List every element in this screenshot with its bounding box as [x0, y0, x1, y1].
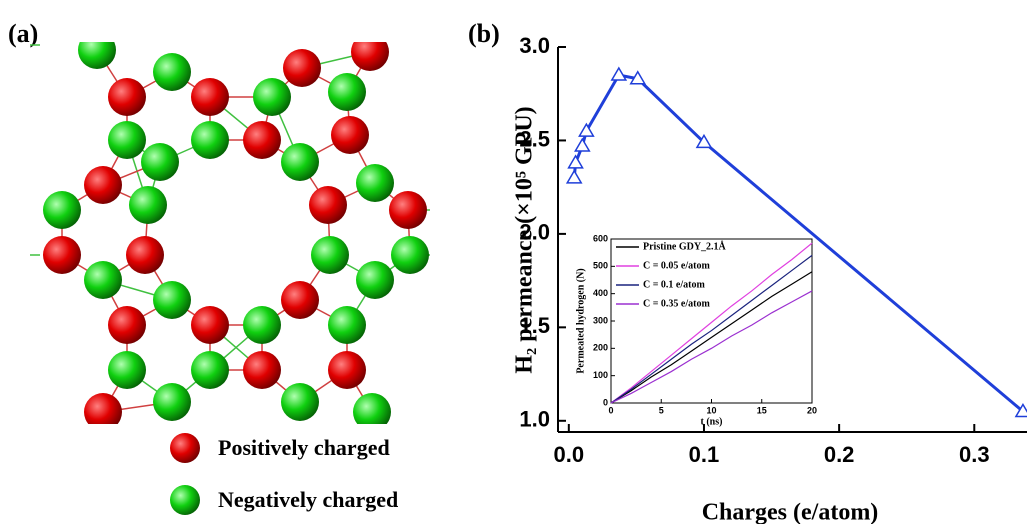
- panel-label: (a): [8, 19, 38, 48]
- marker: [575, 139, 589, 151]
- marker: [579, 124, 593, 136]
- x-axis-title: t (ns): [701, 416, 723, 427]
- y-tick-label: 0: [603, 397, 608, 407]
- atom: [126, 236, 164, 274]
- atom: [84, 166, 122, 204]
- inset-frame: [611, 239, 812, 403]
- atom: [281, 143, 319, 181]
- y-tick-label: 400: [593, 288, 608, 298]
- x-tick-label: 5: [659, 405, 664, 415]
- atom: [281, 383, 319, 421]
- atom: [351, 33, 389, 71]
- y-tick-label: 600: [593, 233, 608, 243]
- y-tick-label: 500: [593, 261, 608, 271]
- atom: [153, 53, 191, 91]
- atom: [43, 236, 81, 274]
- x-tick-label: 0.3: [959, 442, 990, 467]
- y-tick-label: 300: [593, 315, 608, 325]
- atom: [43, 191, 81, 229]
- atom: [108, 121, 146, 159]
- y-tick-label: 200: [593, 343, 608, 353]
- panel-label: (b): [468, 19, 500, 48]
- atom: [129, 186, 167, 224]
- atom: [78, 31, 116, 69]
- legend-label: Positively charged: [218, 435, 390, 460]
- atom: [311, 236, 349, 274]
- marker: [569, 156, 583, 168]
- x-tick-label: 15: [757, 405, 767, 415]
- x-tick-label: 20: [807, 405, 817, 415]
- x-tick-label: 10: [706, 405, 716, 415]
- atom: [281, 281, 319, 319]
- y-axis-title: Permeated hydrogen (N): [575, 268, 586, 373]
- atom: [108, 351, 146, 389]
- marker: [567, 171, 581, 183]
- legend-label: C = 0.1 e/atom: [643, 279, 705, 290]
- x-tick-label: 0.0: [554, 442, 585, 467]
- atom: [353, 393, 391, 431]
- atom: [108, 306, 146, 344]
- y-tick-label: 100: [593, 370, 608, 380]
- legend-label: C = 0.35 e/atom: [643, 298, 710, 309]
- atom: [331, 116, 369, 154]
- marker: [612, 68, 626, 80]
- atom: [389, 191, 427, 229]
- atom: [309, 186, 347, 224]
- atom: [243, 121, 281, 159]
- legend-sphere: [170, 485, 200, 515]
- lattice: [15, 30, 440, 431]
- atom: [191, 351, 229, 389]
- x-tick-label: 0: [608, 405, 613, 415]
- atom: [328, 351, 366, 389]
- atom: [328, 306, 366, 344]
- atom: [191, 121, 229, 159]
- x-tick-label: 0.1: [689, 442, 720, 467]
- legend-label: Negatively charged: [218, 487, 398, 512]
- y-tick-label: 1.0: [519, 407, 550, 432]
- x-axis-title: Charges (e/atom): [702, 500, 879, 524]
- x-tick-label: 0.2: [824, 442, 855, 467]
- atom: [141, 143, 179, 181]
- atom: [283, 49, 321, 87]
- atom: [153, 383, 191, 421]
- atom: [191, 78, 229, 116]
- atom: [243, 351, 281, 389]
- legend-sphere: [170, 433, 200, 463]
- atom: [191, 306, 229, 344]
- legend-label: Pristine GDY_2.1Å: [643, 240, 727, 252]
- y-tick-label: 3.0: [519, 33, 550, 58]
- atom: [84, 261, 122, 299]
- atom: [356, 164, 394, 202]
- atom: [391, 236, 429, 274]
- atom: [108, 78, 146, 116]
- atom: [243, 306, 281, 344]
- y-axis-title: H₂ permeance (×10⁵ GPU): [512, 106, 538, 373]
- atom: [153, 281, 191, 319]
- figure: (a) (b) Positively charged Negatively ch…: [0, 0, 1027, 524]
- atom: [328, 73, 366, 111]
- atom: [84, 393, 122, 431]
- atom: [356, 261, 394, 299]
- atom: [253, 78, 291, 116]
- page: (a) (b) Positively charged Negatively ch…: [0, 0, 1027, 524]
- legend-label: C = 0.05 e/atom: [643, 260, 710, 271]
